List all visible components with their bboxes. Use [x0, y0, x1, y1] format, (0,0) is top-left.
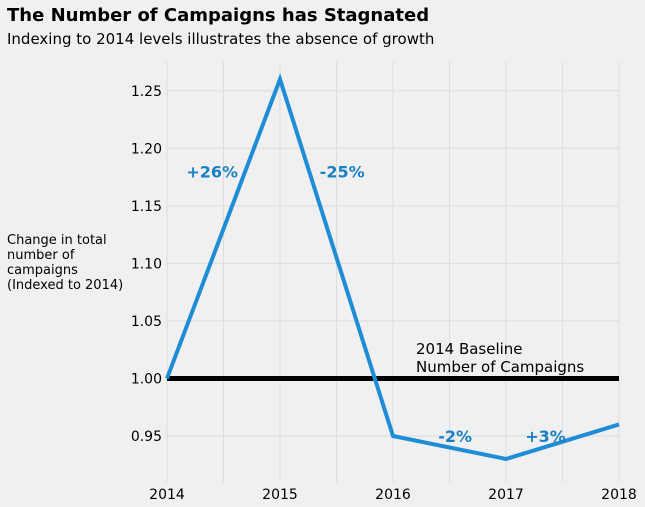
baseline-label: Number of Campaigns [416, 358, 584, 376]
x-tick-label: 2015 [262, 487, 298, 503]
y-tick-label: 1.05 [131, 314, 162, 330]
change-annotation: +26% [186, 162, 238, 181]
y-tick-label: 0.95 [131, 429, 162, 445]
baseline-label: 2014 Baseline [416, 340, 523, 358]
change-annotation: -25% [320, 162, 365, 181]
x-tick-label: 2017 [488, 487, 524, 503]
y-tick-label: 1.10 [131, 256, 162, 272]
y-axis-label-line: number of [7, 248, 75, 263]
chart-subtitle: Indexing to 2014 levels illustrates the … [7, 30, 435, 48]
y-tick-label: 1.00 [131, 371, 162, 387]
chart-title: The Number of Campaigns has Stagnated [7, 5, 430, 26]
y-axis-label-line: Change in total [7, 233, 107, 248]
y-tick-label: 1.25 [131, 84, 162, 100]
y-axis-label-line: campaigns [7, 263, 78, 278]
change-annotation: +3% [525, 427, 566, 446]
y-axis-label-line: (Indexed to 2014) [7, 278, 124, 293]
y-tick-label: 1.20 [131, 141, 162, 157]
x-tick-label: 2018 [601, 487, 637, 503]
y-axis-label: Change in total number of campaigns (Ind… [7, 233, 123, 293]
x-tick-label: 2014 [149, 487, 185, 503]
x-tick-label: 2016 [375, 487, 411, 503]
y-tick-label: 1.15 [131, 199, 162, 215]
change-annotation: -2% [438, 427, 472, 446]
